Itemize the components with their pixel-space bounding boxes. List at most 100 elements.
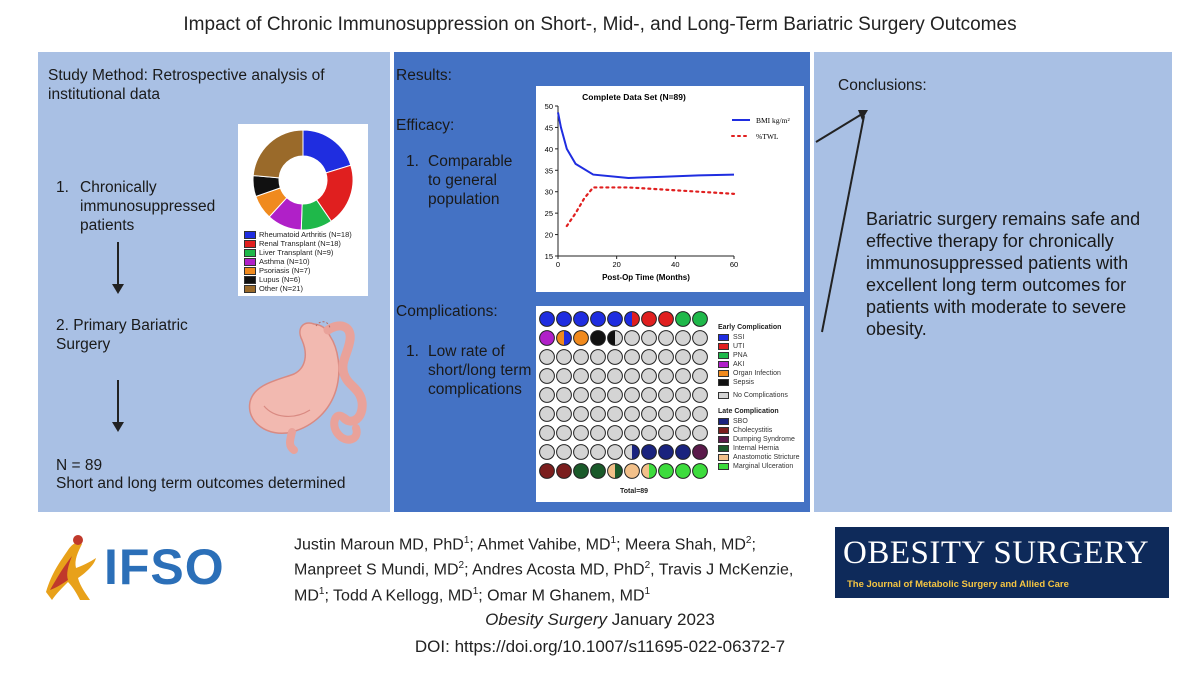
complication-circle [607, 463, 623, 479]
legend-swatch [718, 463, 729, 470]
complication-circle-half [615, 330, 623, 346]
y-tick-label: 20 [545, 231, 553, 240]
complication-circle [624, 406, 640, 422]
complication-circle [539, 387, 555, 403]
author-list: Justin Maroun MD, PhD1; Ahmet Vahibe, MD… [294, 535, 794, 604]
y-tick-label: 40 [545, 145, 553, 154]
step2-text: 2. Primary Bariatric Surgery [56, 317, 188, 353]
complication-circle [675, 406, 691, 422]
ifso-figure-icon [46, 535, 96, 600]
study-method-text: Study Method: Retrospective analysis of … [48, 67, 325, 103]
complication-legend-item: Sepsis [718, 378, 802, 387]
donut-legend-item: Other (N=21) [244, 284, 352, 293]
complication-circle [573, 368, 589, 384]
legend-swatch [244, 248, 256, 257]
legend-swatch [244, 239, 256, 248]
legend-swatch [718, 436, 729, 443]
legend-swatch [244, 284, 256, 293]
complication-circle [539, 463, 555, 479]
complication-circle-half [649, 463, 657, 479]
step1-number: 1. [56, 179, 69, 196]
complication-legend-item: Internal Hernia [718, 444, 802, 453]
doi-link[interactable]: DOI: https://doi.org/10.1007/s11695-022-… [414, 637, 786, 656]
legend-swatch [718, 334, 729, 341]
complication-circle [607, 330, 623, 346]
legend-label: UTI [733, 343, 745, 350]
x-tick-label: 20 [612, 260, 620, 269]
complication-circle [624, 387, 640, 403]
donut-slice [302, 129, 352, 174]
step1-text: Chronically immunosuppressed patients [80, 179, 216, 234]
conclusions-heading: Conclusions: [838, 77, 927, 94]
legend-label: Dumping Syndrome [733, 436, 795, 443]
legend-swatch [244, 230, 256, 239]
y-tick-label: 15 [545, 252, 553, 261]
y-tick-label: 25 [545, 209, 553, 218]
complication-circle-half [624, 444, 632, 460]
complication-circle [539, 368, 555, 384]
donut-slice [252, 129, 304, 179]
legend-swatch [718, 427, 729, 434]
complication-circle [658, 311, 674, 327]
complications-item: Low rate of short/long term complication… [428, 343, 532, 398]
legend-swatch [718, 454, 729, 461]
bmi-twl-chart-box: Complete Data Set (N=89) 15 20 25 30 35 40 45 50… [536, 86, 804, 292]
complication-circle [556, 368, 572, 384]
legend-swatch [718, 361, 729, 368]
conclusion-statement: Bariatric surgery remains safe and effec… [866, 209, 1141, 339]
arrow-down-icon [112, 242, 124, 294]
complication-circle-half [607, 330, 615, 346]
complication-circle [624, 311, 640, 327]
complication-circle [658, 463, 674, 479]
x-axis-label: Post-Op Time (Months) [602, 273, 690, 282]
complication-circle [573, 463, 589, 479]
complication-circle [641, 368, 657, 384]
results-panel: Results: Efficacy: 1. Comparable to gene… [394, 52, 810, 512]
legend-swatch [718, 352, 729, 359]
complication-circle [590, 444, 606, 460]
legend-label: Internal Hernia [733, 445, 779, 452]
complication-legend-item: SBO [718, 417, 802, 426]
x-tick-label: 60 [730, 260, 738, 269]
complication-legend-item: Anastomotic Stricture [718, 453, 802, 462]
page-title: Impact of Chronic Immunosuppression on S… [183, 14, 1017, 35]
x-tick-label: 40 [671, 260, 679, 269]
y-tick-label: 45 [545, 123, 553, 132]
complication-circle [692, 387, 708, 403]
citation-line: Obesity Surgery January 2023 [0, 610, 1200, 630]
complication-circle [556, 425, 572, 441]
legend-label: %TWL [756, 132, 779, 141]
x-tick-label: 0 [556, 260, 560, 269]
legend-heading: Early Complication [718, 324, 782, 331]
complication-circle [556, 444, 572, 460]
complication-circle [590, 330, 606, 346]
ifso-wordmark: IFSO [104, 539, 225, 595]
donut-legend-item: Psoriasis (N=7) [244, 266, 352, 275]
complication-circle [556, 311, 572, 327]
complication-circle [590, 406, 606, 422]
legend-label: Lupus (N=6) [259, 275, 301, 284]
complication-circle [539, 330, 555, 346]
complication-circle [658, 425, 674, 441]
complication-circle [573, 387, 589, 403]
complication-circle [624, 330, 640, 346]
complication-circle [641, 311, 657, 327]
complication-circle [692, 311, 708, 327]
complication-circle [556, 463, 572, 479]
complication-circle [641, 463, 657, 479]
complication-circle [539, 349, 555, 365]
complication-circle [675, 368, 691, 384]
citation-journal: Obesity Surgery [485, 610, 608, 629]
legend-label: BMI kg/m² [756, 116, 790, 125]
complication-circle [675, 463, 691, 479]
legend-swatch [718, 379, 729, 386]
complication-circle-half [607, 463, 615, 479]
complication-circle [675, 349, 691, 365]
complication-circle [573, 444, 589, 460]
complication-circle [624, 349, 640, 365]
complication-circle [539, 406, 555, 422]
stomach-bypass-illustration [248, 321, 367, 454]
complication-circle [641, 406, 657, 422]
y-tick-label: 50 [545, 102, 553, 111]
complication-circle [573, 311, 589, 327]
